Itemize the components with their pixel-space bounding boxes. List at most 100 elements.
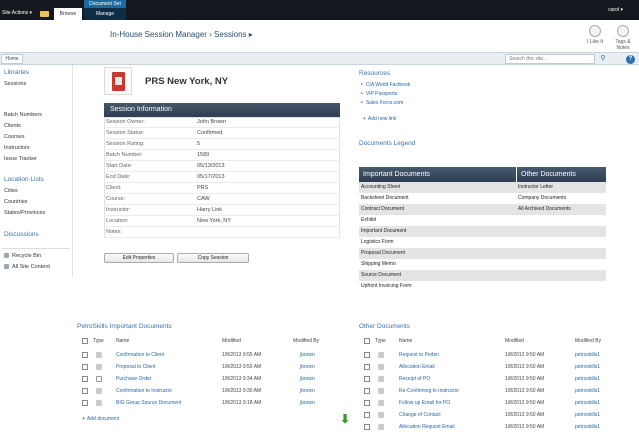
user-menu[interactable]: carol ▾ — [608, 7, 623, 13]
add-new-link-label: Add new link — [367, 116, 397, 122]
row-checkbox[interactable] — [364, 364, 370, 370]
nav-item-recycle-bin[interactable]: Recycle Bin — [4, 253, 41, 259]
modified-date: 1/8/2013 9:50 AM — [505, 424, 545, 430]
modified-by-link[interactable]: jbrown — [300, 376, 315, 382]
row-checkbox[interactable] — [364, 424, 370, 430]
document-name-link[interactable]: Re-Confirming to Instructor — [399, 388, 460, 394]
row-checkbox[interactable] — [82, 376, 88, 382]
nav-item-instructors[interactable]: Instructors — [4, 145, 30, 151]
row-checkbox[interactable] — [364, 352, 370, 358]
document-name-link[interactable]: Request to Peden — [399, 352, 440, 358]
folder-icon[interactable] — [40, 11, 49, 17]
row-checkbox[interactable] — [364, 400, 370, 406]
modified-by-link[interactable]: petroskills1 — [575, 412, 601, 418]
search-icon[interactable]: ⚲ — [600, 55, 606, 62]
modified-by-link[interactable]: petroskills1 — [575, 376, 601, 382]
modified-by-link[interactable]: petroskills1 — [575, 424, 601, 430]
nav-item-batch-numbers[interactable]: Batch Numbers — [4, 112, 42, 118]
pdf-file-icon — [96, 364, 102, 370]
col-name[interactable]: Name — [399, 338, 413, 344]
edit-properties-button[interactable]: Edit Properties — [104, 253, 174, 263]
row-checkbox[interactable] — [364, 412, 370, 418]
nav-item-all-site-content[interactable]: All Site Content — [4, 264, 50, 270]
nav-heading-discussions[interactable]: Discussions — [4, 231, 39, 238]
i-like-it-button[interactable]: I Like It — [582, 25, 608, 53]
col-modified-by[interactable]: Modified By — [575, 338, 602, 344]
row-checkbox[interactable] — [364, 388, 370, 394]
legend-row: Source Document — [359, 270, 606, 281]
document-name-link[interactable]: Allocation Request Email — [399, 424, 455, 430]
session-field-row: Instructor: Harry Link — [104, 205, 340, 216]
session-field-row: Batch Number: 1589 — [104, 150, 340, 161]
nav-item-courses[interactable]: Courses — [4, 134, 25, 140]
resource-link-salesforce[interactable]: Sales Force.com — [361, 100, 404, 106]
thumbs-up-icon — [589, 25, 601, 37]
col-modified-by[interactable]: Modified By — [293, 338, 320, 344]
tags-notes-button[interactable]: Tags & Notes — [610, 25, 636, 53]
copy-session-button[interactable]: Copy Session — [177, 253, 249, 263]
modified-by-link[interactable]: jbrown — [300, 352, 315, 358]
col-modified[interactable]: Modified — [222, 338, 241, 344]
document-name-link[interactable]: Follow up Email for PO — [399, 400, 451, 406]
modified-by-link[interactable]: jbrown — [300, 400, 315, 406]
nav-item-states-provinces[interactable]: States/Provinces — [4, 210, 46, 216]
document-name-link[interactable]: Purchase Order — [116, 376, 152, 382]
select-all-checkbox[interactable] — [364, 338, 370, 344]
resource-link-cia[interactable]: CIA World Factbook — [361, 82, 410, 88]
add-new-link[interactable]: + Add new link — [363, 116, 396, 122]
nav-heading-location-lists[interactable]: Location Lists — [4, 176, 44, 183]
help-icon[interactable]: ? — [626, 55, 635, 64]
modified-by-link[interactable]: petroskills1 — [575, 400, 601, 406]
nav-item-clients[interactable]: Clients — [4, 123, 21, 129]
resources-heading: Resources — [359, 70, 391, 77]
field-label: Session Owner: — [106, 119, 145, 125]
nav-item-sessions[interactable]: Sessions — [4, 81, 27, 87]
add-document-link[interactable]: + Add document — [82, 416, 119, 422]
nav-home[interactable]: Home — [1, 54, 23, 64]
nav-item-issue-tracker[interactable]: Issue Tracker — [4, 156, 38, 162]
document-name-link[interactable]: Confirmation to Client — [116, 352, 165, 358]
document-name-link[interactable]: Receipt of PO — [399, 376, 431, 382]
modified-by-link[interactable]: petroskills1 — [575, 352, 601, 358]
resource-link-vip[interactable]: VIP Passports — [361, 91, 398, 97]
row-checkbox[interactable] — [364, 376, 370, 382]
session-field-row: Notes: — [104, 227, 340, 238]
site-actions-menu[interactable]: Site Actions ▾ — [2, 10, 33, 16]
add-icon: + — [363, 116, 366, 122]
tab-manage[interactable]: Manage — [84, 8, 126, 20]
modified-by-link[interactable]: petroskills1 — [575, 388, 601, 394]
nav-heading-libraries[interactable]: Libraries — [4, 69, 29, 76]
document-name-link[interactable]: BIG Group Source Document — [116, 400, 182, 406]
nav-item-cities[interactable]: Cities — [4, 188, 18, 194]
document-name-link[interactable]: Change of Contact — [399, 412, 441, 418]
nav-item-countries[interactable]: Countries — [4, 199, 28, 205]
row-checkbox[interactable] — [82, 400, 88, 406]
col-type[interactable]: Type — [93, 338, 104, 344]
col-type[interactable]: Type — [375, 338, 386, 344]
document-name-link[interactable]: Confirmation to Instructor — [116, 388, 173, 394]
field-value: CAW — [197, 196, 210, 202]
row-checkbox[interactable] — [82, 364, 88, 370]
breadcrumb[interactable]: In-House Session Manager › Sessions ▸ — [110, 30, 253, 39]
row-checkbox[interactable] — [82, 388, 88, 394]
session-field-row: Client: PRS — [104, 183, 340, 194]
tags-notes-label: Tags & Notes — [615, 39, 631, 51]
legend-important-doc: Shipping Memo — [361, 261, 396, 267]
tab-browse[interactable]: Browse — [54, 8, 82, 20]
col-modified[interactable]: Modified — [505, 338, 524, 344]
upload-arrow-icon[interactable]: ⬇ — [340, 412, 351, 426]
col-name[interactable]: Name — [116, 338, 130, 344]
pdf-file-icon — [378, 400, 384, 406]
modified-by-link[interactable]: jbrown — [300, 388, 315, 394]
modified-date: 1/8/2013 9:50 AM — [505, 400, 545, 406]
modified-by-link[interactable]: petroskills1 — [575, 364, 601, 370]
select-all-checkbox[interactable] — [82, 338, 88, 344]
document-name-link[interactable]: Allocation Email — [399, 364, 435, 370]
i-like-it-label: I Like It — [586, 39, 604, 45]
modified-by-link[interactable]: jbrown — [300, 364, 315, 370]
add-document-label: Add document — [86, 416, 120, 422]
document-name-link[interactable]: Proposal to Client — [116, 364, 156, 370]
legend-row: Proposal Document — [359, 248, 606, 259]
search-input[interactable] — [505, 54, 595, 64]
row-checkbox[interactable] — [82, 352, 88, 358]
